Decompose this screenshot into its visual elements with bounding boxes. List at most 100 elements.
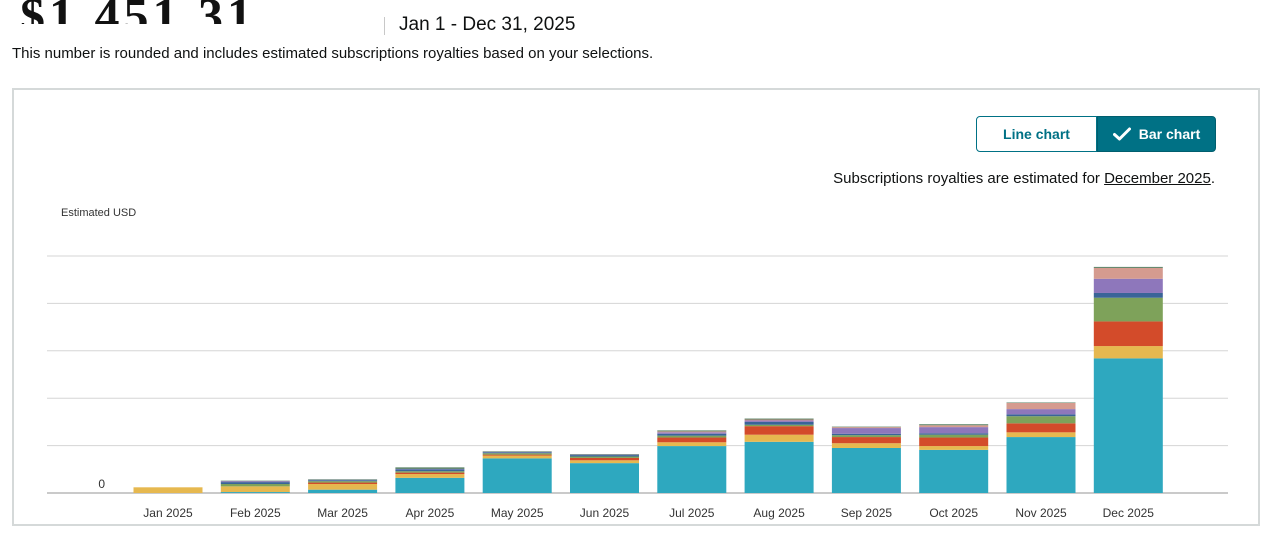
bar-feb-2025-series-5 [220,482,290,484]
bar-jul-2025-series-3 [657,437,727,443]
bar-nov-2025-series-1 [1006,437,1076,493]
line-chart-button[interactable]: Line chart [976,116,1097,152]
bar-mar-2025-series-5 [308,480,378,482]
bar-oct-2025-series-1 [919,449,989,493]
bar-mar-2025-series-4 [308,481,378,483]
bar-sep-2025-series-2 [831,443,901,448]
x-tick-label-dec-2025: Dec 2025 [1103,506,1155,520]
bar-mar-2025-series-2 [308,483,378,490]
bar-oct-2025-series-6 [919,427,989,434]
bar-nov-2025-series-5 [1006,414,1076,417]
bar-jan-2025-series-2 [133,487,203,493]
bar-jun-2025-series-3 [570,457,639,461]
bar-nov-2025-series-2 [1006,432,1076,438]
x-tick-label-jul-2025: Jul 2025 [669,506,715,520]
bar-oct-2025-series-7 [919,425,989,428]
bar-dec-2025-series-7 [1093,267,1163,279]
bar-nov-2025-series-6 [1006,409,1076,415]
bar-sep-2025-series-5 [831,433,901,436]
bar-may-2025-series-2 [482,455,552,459]
bar-apr-2025-series-1 [395,477,465,493]
header-divider [384,17,385,35]
bar-may-2025-series-5 [482,452,552,454]
bar-jul-2025-series-1 [657,446,727,493]
line-chart-button-label: Line chart [1003,126,1070,142]
royalty-total: $1,451.31 [20,0,256,24]
bar-jul-2025-series-5 [657,433,727,436]
bar-dec-2025-series-2 [1093,346,1163,359]
bar-apr-2025-series-3 [395,472,465,475]
bar-oct-2025-series-2 [919,446,989,450]
bar-jun-2025-series-5 [570,455,639,457]
bar-nov-2025-series-7 [1006,402,1076,410]
subscription-note-text: Subscriptions royalties are estimated fo… [833,170,1105,187]
x-tick-label-may-2025: May 2025 [491,506,544,520]
bar-jun-2025-series-4 [570,456,639,458]
bar-dec-2025-series-3 [1093,321,1163,347]
bar-aug-2025-series-4 [744,424,814,427]
x-tick-label-nov-2025: Nov 2025 [1015,506,1067,520]
bar-jun-2025-series-1 [570,463,639,493]
bar-oct-2025-series-3 [919,437,989,447]
x-tick-label-apr-2025: Apr 2025 [406,506,455,520]
bar-jun-2025-series-2 [570,460,639,464]
bar-aug-2025-series-7 [744,419,814,421]
bar-apr-2025-series-8 [395,467,465,469]
bar-aug-2025-series-8 [744,418,814,420]
bar-chart-button[interactable]: Bar chart [1097,116,1216,152]
bar-jul-2025-series-8 [657,430,727,432]
bar-apr-2025-series-2 [395,474,465,478]
bar-may-2025-series-4 [482,453,552,455]
bar-mar-2025-series-3 [308,482,378,484]
bar-sep-2025-series-4 [831,435,901,438]
subscription-month-link[interactable]: December 2025 [1104,170,1211,187]
subscription-note: Subscriptions royalties are estimated fo… [833,170,1215,187]
bar-sep-2025-series-7 [831,427,901,429]
bar-feb-2025-series-6 [220,481,290,483]
bar-feb-2025-series-1 [220,492,290,493]
bar-mar-2025-series-1 [308,489,378,493]
y-axis-label: Estimated USD [61,207,137,219]
bar-aug-2025-series-3 [744,426,814,435]
bar-may-2025-series-1 [482,458,552,493]
x-tick-label-feb-2025: Feb 2025 [230,506,281,520]
bar-aug-2025-series-6 [744,420,814,422]
bar-dec-2025-series-6 [1093,278,1163,293]
checkmark-icon [1112,127,1131,141]
bar-aug-2025-series-2 [744,434,814,442]
bar-oct-2025-series-4 [919,434,989,438]
bar-sep-2025-series-6 [831,428,901,434]
bar-jul-2025-series-6 [657,432,727,434]
bar-chart-button-label: Bar chart [1138,126,1201,142]
bar-apr-2025-series-4 [395,471,465,473]
bar-dec-2025-series-1 [1093,358,1163,493]
bar-feb-2025-series-4 [220,483,290,487]
bar-sep-2025-series-1 [831,447,901,493]
x-tick-label-sep-2025: Sep 2025 [841,506,893,520]
bar-nov-2025-series-4 [1006,416,1076,424]
x-tick-label-jan-2025: Jan 2025 [143,506,193,520]
bar-jul-2025-series-2 [657,442,727,447]
y-tick-label-0: 0 [98,477,105,491]
bar-aug-2025-series-1 [744,441,814,493]
bar-apr-2025-series-5 [395,469,465,472]
bar-may-2025-series-3 [482,454,552,456]
bar-oct-2025-series-8 [919,424,989,426]
x-tick-label-mar-2025: Mar 2025 [317,506,368,520]
subscription-note-end: . [1210,170,1215,187]
bar-dec-2025-series-8 [1093,266,1163,268]
rounding-note: This number is rounded and includes esti… [12,45,654,62]
bar-dec-2025-series-4 [1093,297,1163,322]
bar-dec-2025-series-5 [1093,292,1163,298]
bar-oct-2025-series-5 [919,433,989,435]
date-range: Jan 1 - Dec 31, 2025 [399,14,576,35]
bar-aug-2025-series-5 [744,421,814,425]
x-tick-label-jun-2025: Jun 2025 [580,506,630,520]
bar-feb-2025-series-2 [220,486,290,493]
bar-jul-2025-series-4 [657,435,727,438]
bar-sep-2025-series-3 [831,437,901,444]
x-tick-label-oct-2025: Oct 2025 [929,506,978,520]
bar-nov-2025-series-3 [1006,423,1076,433]
bar-jul-2025-series-7 [657,431,727,433]
